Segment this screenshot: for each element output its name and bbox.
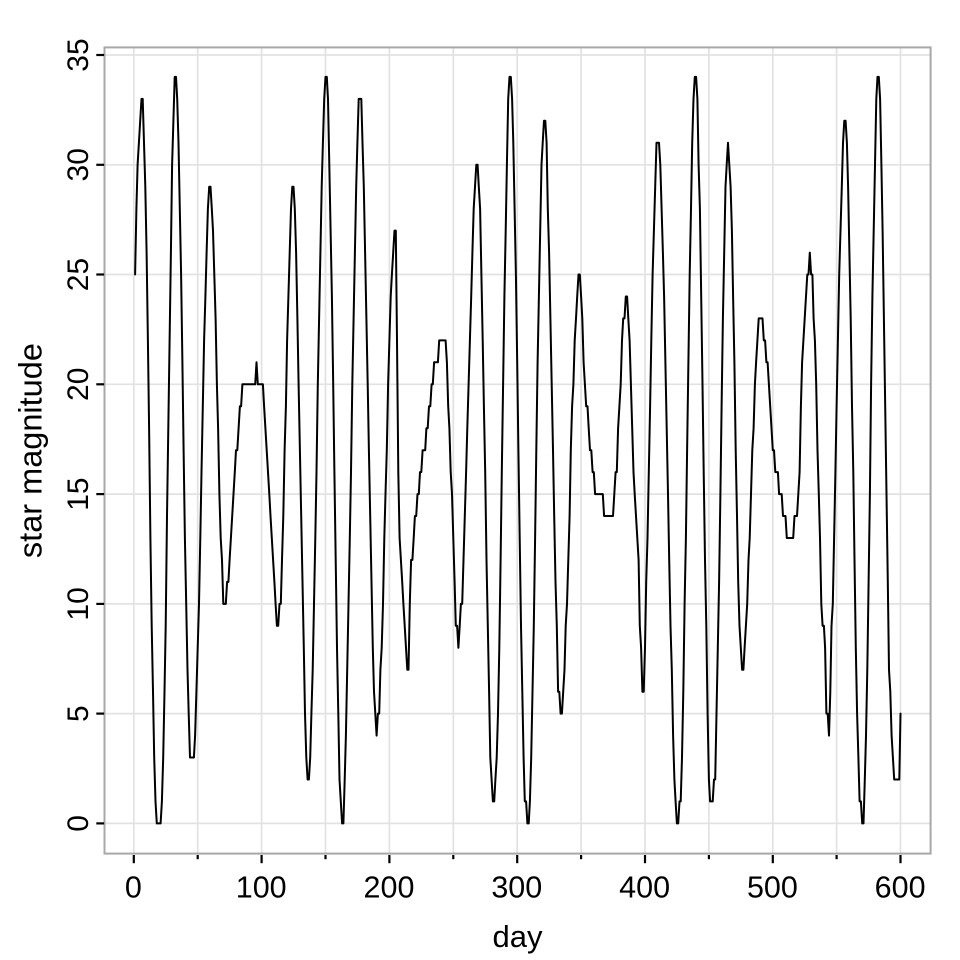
svg-text:star magnitude: star magnitude <box>13 343 49 558</box>
svg-text:200: 200 <box>364 871 415 905</box>
svg-text:35: 35 <box>62 38 95 71</box>
svg-text:20: 20 <box>62 368 95 401</box>
svg-text:300: 300 <box>491 871 542 905</box>
svg-text:30: 30 <box>62 148 95 181</box>
svg-text:0: 0 <box>62 815 95 832</box>
svg-text:600: 600 <box>875 871 926 905</box>
svg-text:25: 25 <box>62 258 95 291</box>
svg-text:500: 500 <box>747 871 798 905</box>
svg-text:100: 100 <box>236 871 287 905</box>
svg-text:15: 15 <box>62 477 95 510</box>
svg-text:10: 10 <box>62 587 95 620</box>
svg-text:5: 5 <box>62 705 95 722</box>
svg-text:day: day <box>493 919 543 954</box>
svg-text:400: 400 <box>619 871 670 905</box>
svg-text:0: 0 <box>125 871 142 905</box>
